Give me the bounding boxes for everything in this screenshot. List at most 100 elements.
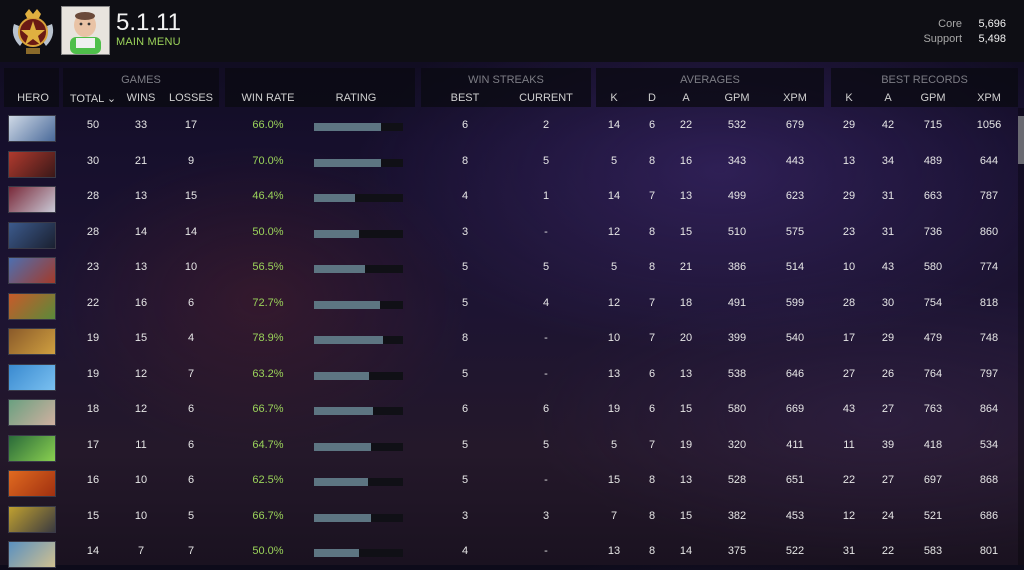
cell-best-gpm: 736 [923, 225, 943, 238]
hero-portrait[interactable] [8, 399, 56, 426]
table-row[interactable]: 28 13 15 46.4% 4 1 14 7 13 499 623 29 31 663 787 [0, 180, 1018, 215]
table-row[interactable]: 19 15 4 78.9% 8 - 10 7 20 399 540 17 29 479 748 [0, 322, 1018, 357]
cell-best-k: 29 [842, 190, 856, 202]
col-header-total[interactable]: TOTAL ⌄ [69, 93, 117, 105]
rating-bar-fill [314, 229, 359, 238]
cell-best-gpm: 764 [923, 367, 943, 380]
hero-portrait[interactable] [8, 505, 56, 533]
hero-portrait[interactable] [8, 221, 56, 249]
table-row[interactable]: 14 7 7 50.0% 4 - 13 8 14 375 522 31 22 583 801 [0, 535, 1018, 570]
hero-portrait[interactable] [8, 328, 56, 355]
cell-streak-best: 5 [461, 367, 469, 380]
col-header-hero[interactable]: HERO [17, 92, 49, 104]
cell-avg-d: 8 [648, 154, 656, 167]
cell-avg-d: 8 [648, 474, 656, 486]
col-header-best-k[interactable]: K [845, 92, 853, 104]
cell-avg-d: 7 [648, 190, 656, 202]
hero-portrait[interactable] [8, 541, 56, 568]
hero-portrait[interactable] [8, 150, 56, 178]
cell-best-a: 31 [881, 225, 895, 238]
cell-avg-gpm: 343 [727, 154, 747, 167]
cell-avg-d: 7 [648, 438, 656, 451]
user-avatar[interactable] [61, 6, 110, 55]
cell-streak-current: - [544, 367, 548, 380]
rating-bar [314, 194, 403, 202]
hero-portrait[interactable] [8, 434, 56, 462]
rating-bar [314, 549, 403, 557]
cell-total: 28 [86, 190, 100, 202]
rating-bar-fill [314, 478, 368, 486]
cell-win-rate: 66.7% [252, 403, 284, 415]
cell-best-gpm: 663 [923, 190, 943, 202]
col-header-avg-k[interactable]: K [610, 92, 618, 104]
cell-best-a: 30 [881, 296, 895, 309]
rating-bar [314, 478, 403, 486]
col-header-streak-current[interactable]: CURRENT [519, 92, 573, 104]
cell-avg-a: 13 [679, 474, 693, 486]
cell-streak-current: - [544, 225, 548, 238]
cell-losses: 4 [187, 332, 195, 344]
mmr-summary: Core 5,696 Support 5,498 [923, 17, 1006, 47]
cell-best-xpm: 860 [979, 225, 999, 238]
cell-avg-a: 21 [679, 261, 693, 273]
col-header-avg-xpm[interactable]: XPM [783, 92, 807, 104]
top-bar: 5.1.11 MAIN MENU Core 5,696 Support 5,49… [0, 0, 1024, 62]
table-scrollbar[interactable] [1018, 108, 1024, 565]
cell-streak-best: 8 [461, 154, 469, 167]
col-header-avg-d[interactable]: D [648, 92, 656, 104]
table-row[interactable]: 16 10 6 62.5% 5 - 15 8 13 528 651 22 27 697 868 [0, 464, 1018, 499]
table-row[interactable]: 28 14 14 50.0% 3 - 12 8 15 510 575 23 31 736 860 [0, 216, 1018, 251]
col-header-avg-gpm[interactable]: GPM [724, 92, 750, 104]
scrollbar-thumb[interactable] [1018, 116, 1024, 164]
cell-best-xpm: 864 [979, 403, 999, 415]
table-row[interactable]: 23 13 10 56.5% 5 5 5 8 21 386 514 10 43 580 774 [0, 251, 1018, 286]
hero-portrait[interactable] [8, 470, 56, 497]
mmr-support-label: Support [923, 33, 962, 45]
col-header-avg-a[interactable]: A [682, 92, 690, 104]
hero-portrait[interactable] [8, 363, 56, 391]
hero-portrait[interactable] [8, 186, 56, 213]
cell-best-gpm: 580 [923, 261, 943, 273]
table-row[interactable]: 50 33 17 66.0% 6 2 14 6 22 532 679 29 42 715 1056 [0, 109, 1018, 144]
rating-bar-fill [314, 371, 369, 380]
mmr-support-value: 5,498 [978, 33, 1006, 45]
hero-portrait[interactable] [8, 292, 56, 320]
cell-best-k: 22 [842, 474, 856, 486]
col-header-rating[interactable]: RATING [335, 92, 377, 104]
cell-best-k: 23 [842, 225, 856, 238]
col-header-best-gpm[interactable]: GPM [920, 92, 946, 104]
table-row[interactable]: 18 12 6 66.7% 6 6 19 6 15 580 669 43 27 763 864 [0, 393, 1018, 428]
rating-bar [314, 407, 403, 415]
cell-total: 28 [86, 225, 100, 238]
cell-avg-xpm: 623 [785, 190, 805, 202]
cell-avg-gpm: 499 [727, 190, 747, 202]
col-header-best-a[interactable]: A [884, 92, 892, 104]
col-header-best-xpm[interactable]: XPM [977, 92, 1001, 104]
cell-total: 15 [86, 509, 100, 522]
cell-avg-d: 7 [648, 332, 656, 344]
cell-best-a: 26 [881, 367, 895, 380]
cell-avg-gpm: 375 [727, 545, 747, 557]
cell-avg-gpm: 538 [727, 367, 747, 380]
col-header-losses[interactable]: LOSSES [168, 92, 214, 104]
cell-avg-xpm: 514 [785, 261, 805, 273]
cell-win-rate: 66.0% [252, 119, 284, 131]
table-row[interactable]: 19 12 7 63.2% 5 - 13 6 13 538 646 27 26 764 797 [0, 358, 1018, 393]
table-row[interactable]: 17 11 6 64.7% 5 5 5 7 19 320 411 11 39 418 534 [0, 429, 1018, 464]
cell-total: 17 [86, 438, 100, 451]
cell-best-xpm: 797 [979, 367, 999, 380]
cell-avg-k: 12 [607, 225, 621, 238]
cell-best-gpm: 489 [923, 154, 943, 167]
main-menu-link[interactable]: MAIN MENU [116, 36, 181, 48]
col-header-wins[interactable]: WINS [126, 92, 156, 104]
table-row[interactable]: 30 21 9 70.0% 8 5 5 8 16 343 443 13 34 489 644 [0, 145, 1018, 180]
hero-portrait[interactable] [8, 115, 56, 142]
col-header-streak-best[interactable]: BEST [450, 92, 480, 104]
rating-bar-fill [314, 549, 359, 557]
cell-wins: 13 [134, 190, 148, 202]
hero-portrait[interactable] [8, 257, 56, 284]
cell-best-a: 43 [881, 261, 895, 273]
table-row[interactable]: 22 16 6 72.7% 5 4 12 7 18 491 599 28 30 754 818 [0, 287, 1018, 322]
col-header-win-rate[interactable]: WIN RATE [241, 92, 295, 104]
table-row[interactable]: 15 10 5 66.7% 3 3 7 8 15 382 453 12 24 521 686 [0, 500, 1018, 535]
